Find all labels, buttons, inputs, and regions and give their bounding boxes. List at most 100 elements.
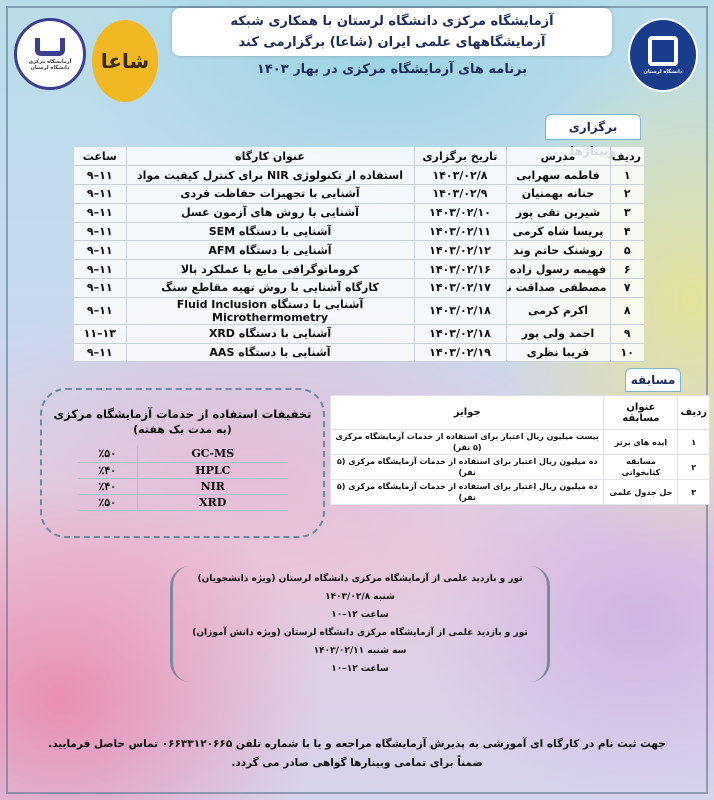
shaa-logo-text: شاعا bbox=[100, 49, 150, 73]
competition-section-tab: مسابقه bbox=[625, 368, 681, 392]
cell-date: ۱۴۰۳/۰۲/۱۰ bbox=[414, 203, 507, 223]
cell-row-number: ۸ bbox=[610, 297, 644, 325]
cell-discount-percent: ٪۴۰ bbox=[77, 462, 138, 479]
discounts-subtitle: (به مدت یک هفته) bbox=[133, 423, 232, 436]
cell-time: ۱۱–۹ bbox=[74, 165, 127, 186]
cell-instructor: روشنک حاتم وند bbox=[506, 240, 611, 261]
header: آزمایشگاه مرکزی دانشگاه لرستان با همکاری… bbox=[172, 8, 612, 79]
table-row: ۲ مسابقه کتابخوانی ده میلیون ریال اعتبار ب… bbox=[329, 454, 710, 480]
cell-date: ۱۴۰۳/۰۲/۱۱ bbox=[414, 222, 507, 242]
cell-date: ۱۴۰۳/۰۲/۱۲ bbox=[414, 240, 507, 261]
cell-row-number: ۲ bbox=[610, 184, 644, 204]
central-lab-logo-mark bbox=[35, 37, 65, 56]
column-header-time: ساعت bbox=[74, 147, 127, 167]
cell-competition-title: حل جدول علمی bbox=[603, 479, 679, 505]
column-header-instructor: مدرس bbox=[506, 147, 611, 167]
tour-pupils-title: تور و بازدید علمی از آزمایشگاه مرکزی دان… bbox=[192, 628, 528, 638]
webinars-section-tab: برگزاری وبینارها bbox=[545, 114, 641, 158]
cell-time: ۱۱–۹ bbox=[74, 343, 127, 363]
table-row: ۵ روشنک حاتم وند ۱۴۰۳/۰۲/۱۲ آشنایی با دستگا… bbox=[74, 240, 644, 261]
cell-time: ۱۱–۹ bbox=[74, 240, 127, 261]
cell-instructor: فاطمه سهرابی bbox=[506, 165, 611, 186]
title-line-2: آزمایشگاههای علمی ایران (شاعا) برگزارمی … bbox=[238, 35, 546, 50]
table-row: ۲ حنانه بهمنیان ۱۴۰۳/۰۲/۹ آشنایی با تجهیزات… bbox=[74, 184, 644, 204]
cell-instrument: XRD bbox=[137, 494, 288, 511]
cell-time: ۱۱–۹ bbox=[74, 203, 127, 223]
tours-box: تور و بازدید علمی از آزمایشگاه مرکزی دان… bbox=[170, 566, 550, 682]
cell-instructor: شیرین تقی پور bbox=[506, 203, 611, 223]
cell-row-number: ۱ bbox=[610, 165, 644, 186]
cell-row-number: ۷ bbox=[610, 278, 644, 298]
cell-date: ۱۴۰۳/۰۲/۸ bbox=[414, 165, 507, 186]
table-row: ۱ فاطمه سهرابی ۱۴۰۳/۰۲/۸ استفاده از تکنولوژ… bbox=[74, 165, 644, 186]
discounts-title: تخفیفات استفاده از خدمات آزمایشگاه مرکزی bbox=[53, 407, 312, 421]
cell-prize: بیست میلیون ریال اعتبار برای استفاده از … bbox=[329, 429, 605, 455]
cell-instructor: احمد ولی پور bbox=[506, 324, 611, 344]
cell-instrument: HPLC bbox=[137, 462, 288, 479]
table-row: ۳ شیرین تقی پور ۱۴۰۳/۰۲/۱۰ آشنایی با روش ها… bbox=[74, 203, 644, 223]
table-row: ۷ مصطفی صداقت نیا ۱۴۰۳/۰۲/۱۷ کارگاه آشنایی … bbox=[74, 278, 644, 298]
table-row: ۶ فهیمه رسول زاده ۱۴۰۳/۰۲/۱۶ کروماتوگرافی م… bbox=[74, 259, 644, 280]
central-lab-logo-text: آزمایشگاه مرکزی دانشگاه لرستان bbox=[28, 58, 72, 71]
tour-students-date: شنبه ۱۴۰۳/۰۲/۸ bbox=[325, 592, 395, 602]
cell-workshop-title: آشنایی با دستگاه XRD bbox=[126, 324, 415, 344]
central-lab-logo: آزمایشگاه مرکزی دانشگاه لرستان bbox=[14, 18, 86, 90]
tour-pupils-time: ساعت ۱۲–۱۰ bbox=[331, 664, 389, 674]
discounts-box: تخفیفات استفاده از خدمات آزمایشگاه مرکزی… bbox=[40, 388, 325, 538]
cell-time: ۱۳–۱۱ bbox=[74, 324, 127, 344]
cell-workshop-title: کارگاه آشنایی با روش تهیه مقاطع سنگ bbox=[126, 278, 415, 298]
cell-row-number: ۲ bbox=[677, 454, 710, 480]
cell-date: ۱۴۰۳/۰۲/۱۸ bbox=[414, 324, 507, 344]
column-header-date: تاریخ برگزاری bbox=[414, 147, 507, 167]
cell-row-number: ۴ bbox=[610, 222, 644, 242]
university-emblem-icon bbox=[648, 35, 678, 66]
cell-row-number: ۵ bbox=[610, 240, 644, 261]
cell-time: ۱۱–۹ bbox=[74, 259, 127, 280]
table-header-row: ردیف مدرس تاریخ برگزاری عنوان کارگاه ساع… bbox=[74, 147, 644, 167]
table-header-row: ردیف عنوان مسابقه جوایز bbox=[329, 395, 710, 430]
cell-instructor: فریبا نظری bbox=[506, 343, 611, 363]
cell-workshop-title: کروماتوگرافی مایع با عملکرد بالا bbox=[126, 259, 415, 280]
cell-row-number: ۱۰ bbox=[610, 343, 644, 363]
cell-row-number: ۶ bbox=[610, 259, 644, 280]
column-header-workshop-title: عنوان کارگاه bbox=[126, 147, 415, 167]
cell-instrument: GC-MS bbox=[137, 446, 288, 463]
table-row: ٪۴۰ HPLC bbox=[77, 462, 288, 479]
footer-note: جهت ثبت نام در کارگاه ای آموزشی به پذیرش… bbox=[14, 735, 700, 773]
cell-date: ۱۴۰۳/۰۲/۱۷ bbox=[414, 278, 507, 298]
cell-instructor: پریسا شاه کرمی bbox=[506, 222, 611, 242]
cell-time: ۱۱–۹ bbox=[74, 222, 127, 242]
cell-competition-title: ایده های برتر bbox=[603, 429, 679, 455]
column-header-row-number: ردیف bbox=[677, 395, 710, 430]
cell-workshop-title: آشنایی با دستگاه AFM bbox=[126, 240, 415, 261]
competition-table: ردیف عنوان مسابقه جوایز ۱ ایده های برتر بی… bbox=[329, 395, 710, 505]
cell-instrument: NIR bbox=[137, 478, 288, 495]
cell-date: ۱۴۰۳/۰۲/۱۹ bbox=[414, 343, 507, 363]
cell-workshop-title: آشنایی با دستگاه Fluid Inclusion Microth… bbox=[126, 297, 415, 325]
table-row: ۴ پریسا شاه کرمی ۱۴۰۳/۰۲/۱۱ آشنایی با دستگا… bbox=[74, 222, 644, 242]
page-subtitle: برنامه های آزمایشگاه مرکزی در بهار ۱۴۰۳ bbox=[256, 62, 528, 77]
cell-competition-title: مسابقه کتابخوانی bbox=[603, 454, 679, 480]
cell-time: ۱۱–۹ bbox=[74, 297, 127, 325]
webinars-table: ردیف مدرس تاریخ برگزاری عنوان کارگاه ساع… bbox=[74, 147, 644, 363]
cell-row-number: ۳ bbox=[610, 203, 644, 223]
tour-students-time: ساعت ۱۲–۱۰ bbox=[331, 610, 389, 620]
table-row: ۸ اکرم کرمی ۱۴۰۳/۰۲/۱۸ آشنایی با دستگاه Flu… bbox=[74, 297, 644, 325]
column-header-row-number: ردیف bbox=[610, 147, 644, 167]
cell-instructor: حنانه بهمنیان bbox=[506, 184, 611, 204]
table-row: ٪۵۰ XRD bbox=[77, 494, 288, 511]
table-row: ۱۰ فریبا نظری ۱۴۰۳/۰۲/۱۹ آشنایی با دستگاه A… bbox=[74, 343, 644, 363]
table-row: ۱ ایده های برتر بیست میلیون ریال اعتبار بر… bbox=[329, 429, 710, 455]
cell-prize: ده میلیون ریال اعتبار برای استفاده از خد… bbox=[329, 454, 605, 480]
cell-row-number: ۳ bbox=[677, 479, 710, 505]
table-row: ۹ احمد ولی پور ۱۴۰۳/۰۲/۱۸ آشنایی با دستگاه … bbox=[74, 324, 644, 344]
tour-students-title: تور و بازدید علمی از آزمایشگاه مرکزی دان… bbox=[197, 574, 523, 584]
cell-date: ۱۴۰۳/۰۲/۹ bbox=[414, 184, 507, 204]
discounts-table: ٪۵۰ GC-MS ٪۴۰ HPLC ٪۴۰ NIR ٪۵۰ XRD bbox=[77, 446, 288, 511]
title-banner: آزمایشگاه مرکزی دانشگاه لرستان با همکاری… bbox=[172, 8, 612, 56]
cell-instructor: مصطفی صداقت نیا bbox=[506, 278, 611, 298]
column-header-competition-title: عنوان مسابقه bbox=[603, 395, 679, 430]
university-logo-text: دانشگاه لرستان bbox=[643, 68, 683, 75]
cell-time: ۱۱–۹ bbox=[74, 278, 127, 298]
cell-workshop-title: آشنایی با روش های آزمون عسل bbox=[126, 203, 415, 223]
